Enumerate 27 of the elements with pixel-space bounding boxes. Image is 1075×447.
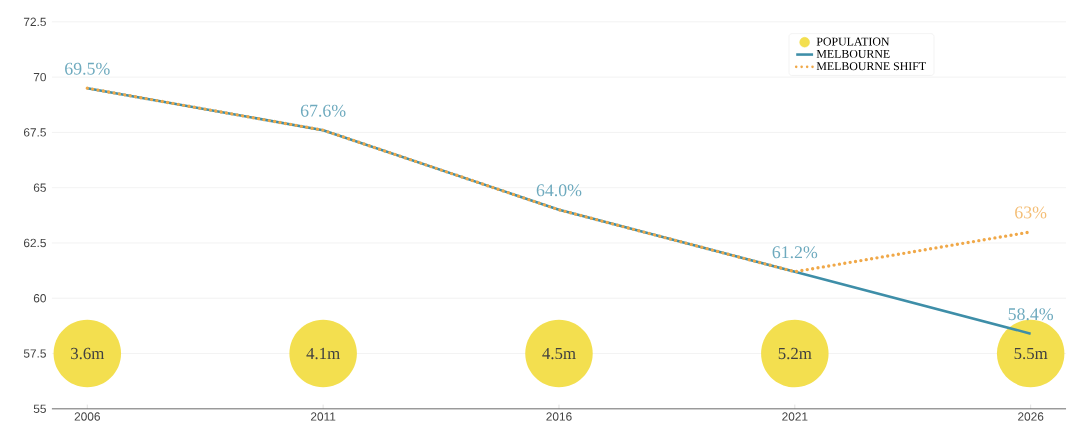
data-label: 69.5% [65, 62, 110, 75]
x-tick-label: 2006 [74, 412, 100, 421]
y-tick-label: 72.5 [23, 17, 46, 27]
annotation: 3.6m [71, 348, 105, 360]
annotation: 4.1m [306, 348, 340, 360]
annotation: 5.2m [778, 348, 812, 360]
data-label: 63% [1015, 206, 1047, 219]
data-label: 64.0% [536, 184, 582, 197]
data-label: 61.2% [772, 246, 818, 259]
annotation: 4.5m [542, 348, 576, 360]
data-label: 58.4% [1008, 308, 1054, 321]
y-tick-label: 60 [33, 294, 46, 303]
y-tick-label: 67.5 [23, 128, 46, 137]
legend-label: POPULATION [816, 37, 890, 46]
legend-label: MELBOURNE SHIFT [816, 62, 926, 71]
y-tick-label: 55 [33, 404, 46, 414]
legend-label: MELBOURNE [816, 50, 890, 59]
annotation: 5.5m [1014, 348, 1048, 360]
x-tick-label: 2021 [782, 412, 808, 421]
y-tick-label: 70 [33, 73, 46, 82]
data-label: 67.6% [300, 104, 346, 117]
x-tick-label: 2026 [1018, 412, 1044, 421]
y-tick-label: 62.5 [23, 239, 46, 248]
x-tick-label: 2016 [546, 412, 572, 421]
x-tick-label: 2011 [310, 412, 336, 421]
y-tick-label: 57.5 [23, 349, 46, 358]
y-tick-label: 65 [33, 183, 46, 193]
